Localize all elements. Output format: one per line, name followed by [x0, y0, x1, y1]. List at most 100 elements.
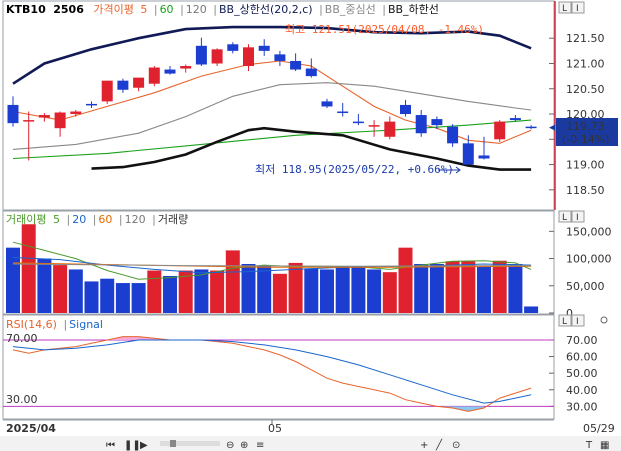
- grid-tool-icon[interactable]: ▦: [600, 440, 609, 451]
- text-tool-icon[interactable]: T: [585, 440, 593, 451]
- volume-bar: [367, 269, 382, 313]
- volume-bar: [351, 266, 366, 313]
- rsi-level-30-label: 30.00: [6, 393, 38, 406]
- volume-bar: [53, 265, 68, 313]
- volume-bar: [84, 281, 99, 313]
- menu-icon[interactable]: ≡: [256, 440, 264, 451]
- volume-bar: [210, 270, 225, 313]
- volume-bar: [147, 270, 162, 313]
- low-arrow-icon: [438, 166, 461, 174]
- candle: [227, 44, 239, 51]
- volume-bar: [398, 247, 413, 313]
- volume-bar: [414, 264, 429, 313]
- price-panel: 121.50121.00120.50120.00119.50119.00118.…: [7, 25, 605, 197]
- volume-bar: [461, 261, 476, 313]
- candle: [211, 49, 223, 64]
- candle: [101, 80, 113, 102]
- volume-bar: [178, 270, 193, 313]
- price-y-tick-label: 121.50: [566, 32, 605, 45]
- overlay-line: [12, 25, 532, 85]
- symbol-label: KTB10: [6, 3, 46, 16]
- rewind-button[interactable]: ⏮: [106, 440, 115, 451]
- candle: [195, 45, 207, 65]
- rsi-panel-frame: [2, 314, 555, 420]
- high-annotation: 최고 121.51(2025/04/08, -1.46%): [285, 23, 484, 36]
- svg-text:L: L: [562, 317, 567, 327]
- candle: [243, 47, 254, 67]
- volume-bar: [524, 306, 539, 313]
- candle: [290, 60, 302, 70]
- volume-bar: [429, 264, 444, 313]
- price-y-tick-label: 121.00: [566, 57, 605, 70]
- candle: [368, 125, 380, 127]
- candle: [494, 121, 506, 140]
- settings-icon[interactable]: [600, 316, 608, 324]
- candle: [258, 45, 270, 51]
- volume-panel: 150,000 100,000 50,000 0: [6, 224, 612, 320]
- price-y-tick-label: 120.00: [566, 108, 605, 121]
- volume-bar: [320, 269, 334, 313]
- candle: [400, 104, 411, 115]
- zoom-out-button[interactable]: ⊖: [226, 440, 234, 451]
- rsi-series-line: [12, 336, 532, 412]
- volume-bar: [68, 269, 83, 313]
- zoom-in-button[interactable]: ⊕: [240, 440, 248, 451]
- volume-bar: [163, 275, 177, 313]
- last-price-tag: 119.73 (-0.14%): [556, 118, 618, 146]
- price-panel-buttons[interactable]: L I: [558, 1, 585, 14]
- rsi-panel-buttons[interactable]: L I: [558, 314, 585, 327]
- play-button[interactable]: ▶: [140, 440, 148, 451]
- svg-text:I: I: [576, 4, 579, 14]
- candle: [164, 69, 176, 74]
- candle: [525, 126, 537, 129]
- volume-bar: [21, 224, 36, 313]
- volume-bar: [131, 283, 146, 313]
- volume-bar: [492, 260, 507, 313]
- volume-bar: [115, 283, 130, 313]
- pause-button[interactable]: ❚❚: [124, 440, 141, 451]
- volume-bar: [194, 269, 209, 313]
- candle: [447, 126, 459, 144]
- candle: [352, 121, 364, 124]
- candle: [133, 77, 145, 88]
- candle: [54, 112, 66, 129]
- volume-bar: [272, 273, 287, 313]
- volume-bar: [445, 261, 460, 313]
- rsi-y-tick-label: 50.00: [566, 367, 598, 380]
- volume-bar: [382, 272, 397, 313]
- magnet-icon[interactable]: ⊙: [452, 440, 460, 451]
- overlay-line: [12, 119, 532, 160]
- chart-toolbar: ⏮ ❚❚ ▶ ⊖ ⊕ ≡ + ╱ ⊙ T ▦: [0, 436, 621, 451]
- candle: [274, 54, 286, 61]
- volume-bar: [335, 266, 350, 313]
- rsi-y-tick-label: 40.00: [566, 384, 598, 397]
- rsi-panel: 70.00 60.00 50.00 40.00 30.00: [3, 334, 598, 413]
- scroll-thumb[interactable]: [170, 440, 176, 447]
- low-annotation: 최저 118.95(2025/05/22, +0.66%): [255, 163, 454, 176]
- scroll-track[interactable]: [160, 441, 220, 446]
- crosshair-icon[interactable]: +: [420, 440, 428, 451]
- candle: [180, 66, 192, 69]
- svg-text:I: I: [576, 317, 579, 327]
- last-price-change: (-0.14%): [562, 133, 610, 146]
- volume-panel-buttons[interactable]: L I: [558, 210, 585, 223]
- volume-average-line: [12, 263, 532, 267]
- price-y-tick-label: 118.50: [566, 184, 605, 197]
- price-y-tick-label: 120.50: [566, 83, 605, 96]
- rsi-y-tick-label: 30.00: [566, 400, 598, 413]
- rsi-y-tick-label: 60.00: [566, 351, 598, 364]
- trend-tool-icon[interactable]: ╱: [435, 438, 443, 451]
- volume-bar: [37, 258, 52, 313]
- candle: [337, 111, 349, 114]
- volume-bar: [288, 262, 303, 313]
- volume-y-tick-label: 50,000: [566, 280, 605, 293]
- svg-text:L: L: [562, 213, 567, 223]
- volume-y-tick-label: 150,000: [566, 225, 612, 238]
- candle: [7, 104, 19, 124]
- volume-bar: [477, 266, 491, 313]
- price-legend: KTB10 2506 가격이평 5 | 60 | 120 | BB_상한선(20,2,…: [6, 2, 439, 16]
- candle: [478, 155, 490, 159]
- volume-bar: [257, 266, 272, 313]
- candle: [38, 115, 50, 118]
